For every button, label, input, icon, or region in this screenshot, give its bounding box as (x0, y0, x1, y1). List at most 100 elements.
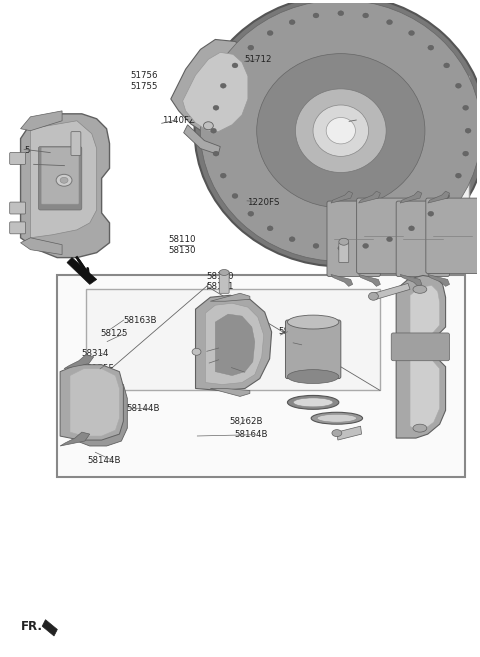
Text: 58112: 58112 (200, 344, 227, 353)
Ellipse shape (338, 246, 344, 250)
Ellipse shape (232, 63, 238, 68)
Text: 58110
58130: 58110 58130 (169, 235, 196, 255)
Ellipse shape (456, 173, 461, 178)
Polygon shape (359, 275, 380, 286)
Text: 1140FZ: 1140FZ (162, 116, 194, 125)
Polygon shape (30, 121, 96, 238)
Polygon shape (21, 238, 62, 255)
Text: 58180
58181: 58180 58181 (207, 272, 234, 291)
Polygon shape (216, 314, 255, 376)
Text: 58162B: 58162B (229, 417, 263, 426)
Polygon shape (210, 388, 250, 396)
Ellipse shape (313, 105, 369, 156)
Ellipse shape (413, 424, 427, 432)
Ellipse shape (386, 20, 393, 25)
Polygon shape (171, 39, 255, 133)
Ellipse shape (465, 128, 471, 133)
Ellipse shape (194, 0, 480, 267)
FancyBboxPatch shape (286, 320, 341, 378)
Ellipse shape (288, 315, 339, 329)
Polygon shape (183, 53, 248, 131)
Ellipse shape (213, 105, 219, 110)
Polygon shape (410, 285, 440, 430)
Text: 58161B: 58161B (278, 327, 312, 336)
Ellipse shape (386, 237, 393, 242)
Ellipse shape (213, 151, 219, 156)
Text: 51712: 51712 (245, 55, 272, 64)
Polygon shape (42, 620, 57, 636)
Polygon shape (373, 283, 410, 299)
Ellipse shape (317, 415, 357, 422)
FancyBboxPatch shape (10, 152, 25, 164)
Polygon shape (184, 125, 220, 154)
Ellipse shape (408, 226, 415, 231)
FancyBboxPatch shape (357, 198, 410, 273)
Polygon shape (400, 191, 422, 203)
Ellipse shape (456, 83, 461, 88)
Ellipse shape (56, 174, 72, 186)
Text: 58125: 58125 (100, 329, 128, 338)
Ellipse shape (204, 122, 213, 129)
Polygon shape (359, 191, 380, 203)
Ellipse shape (363, 243, 369, 248)
Text: 58164B: 58164B (288, 340, 321, 350)
FancyBboxPatch shape (426, 198, 479, 273)
Text: 58101B: 58101B (344, 116, 378, 125)
Ellipse shape (363, 13, 369, 18)
Polygon shape (210, 293, 250, 301)
Ellipse shape (428, 45, 434, 50)
Text: 1351JD: 1351JD (34, 161, 65, 170)
Ellipse shape (220, 173, 226, 178)
Ellipse shape (60, 177, 68, 183)
Text: 58163B: 58163B (124, 315, 157, 325)
Ellipse shape (293, 398, 333, 407)
Polygon shape (60, 365, 123, 440)
Ellipse shape (444, 63, 450, 68)
Ellipse shape (200, 0, 480, 261)
Polygon shape (205, 304, 264, 384)
FancyBboxPatch shape (57, 275, 466, 477)
Ellipse shape (332, 430, 342, 437)
Ellipse shape (313, 13, 319, 18)
Ellipse shape (311, 413, 362, 424)
Polygon shape (64, 355, 94, 369)
Ellipse shape (192, 348, 201, 355)
Text: 58144B: 58144B (87, 455, 121, 464)
Polygon shape (337, 426, 361, 440)
Polygon shape (428, 275, 450, 286)
Ellipse shape (289, 20, 295, 25)
Text: 58113: 58113 (202, 355, 229, 364)
FancyBboxPatch shape (327, 201, 380, 277)
FancyBboxPatch shape (391, 333, 450, 361)
Ellipse shape (369, 292, 378, 300)
Text: 51756
51755: 51756 51755 (131, 71, 158, 91)
Polygon shape (396, 275, 445, 438)
Ellipse shape (219, 269, 229, 275)
FancyBboxPatch shape (320, 76, 469, 216)
Polygon shape (60, 432, 90, 446)
Polygon shape (428, 191, 450, 203)
Ellipse shape (296, 89, 386, 173)
Ellipse shape (463, 105, 468, 110)
Ellipse shape (232, 193, 238, 198)
Ellipse shape (289, 237, 295, 242)
FancyBboxPatch shape (71, 131, 81, 156)
FancyBboxPatch shape (10, 202, 25, 214)
Ellipse shape (257, 54, 425, 208)
FancyBboxPatch shape (219, 271, 229, 293)
Polygon shape (195, 295, 272, 390)
Ellipse shape (267, 30, 273, 35)
Ellipse shape (248, 45, 254, 50)
Text: 1220FS: 1220FS (247, 198, 279, 207)
Text: FR.: FR. (21, 620, 43, 633)
Polygon shape (331, 191, 353, 203)
FancyBboxPatch shape (41, 148, 79, 204)
FancyBboxPatch shape (339, 242, 349, 263)
Polygon shape (67, 258, 96, 284)
Text: 54562D: 54562D (24, 146, 58, 155)
Polygon shape (331, 275, 353, 286)
Ellipse shape (463, 151, 468, 156)
FancyBboxPatch shape (38, 147, 82, 210)
Ellipse shape (248, 212, 254, 216)
Ellipse shape (288, 370, 339, 384)
